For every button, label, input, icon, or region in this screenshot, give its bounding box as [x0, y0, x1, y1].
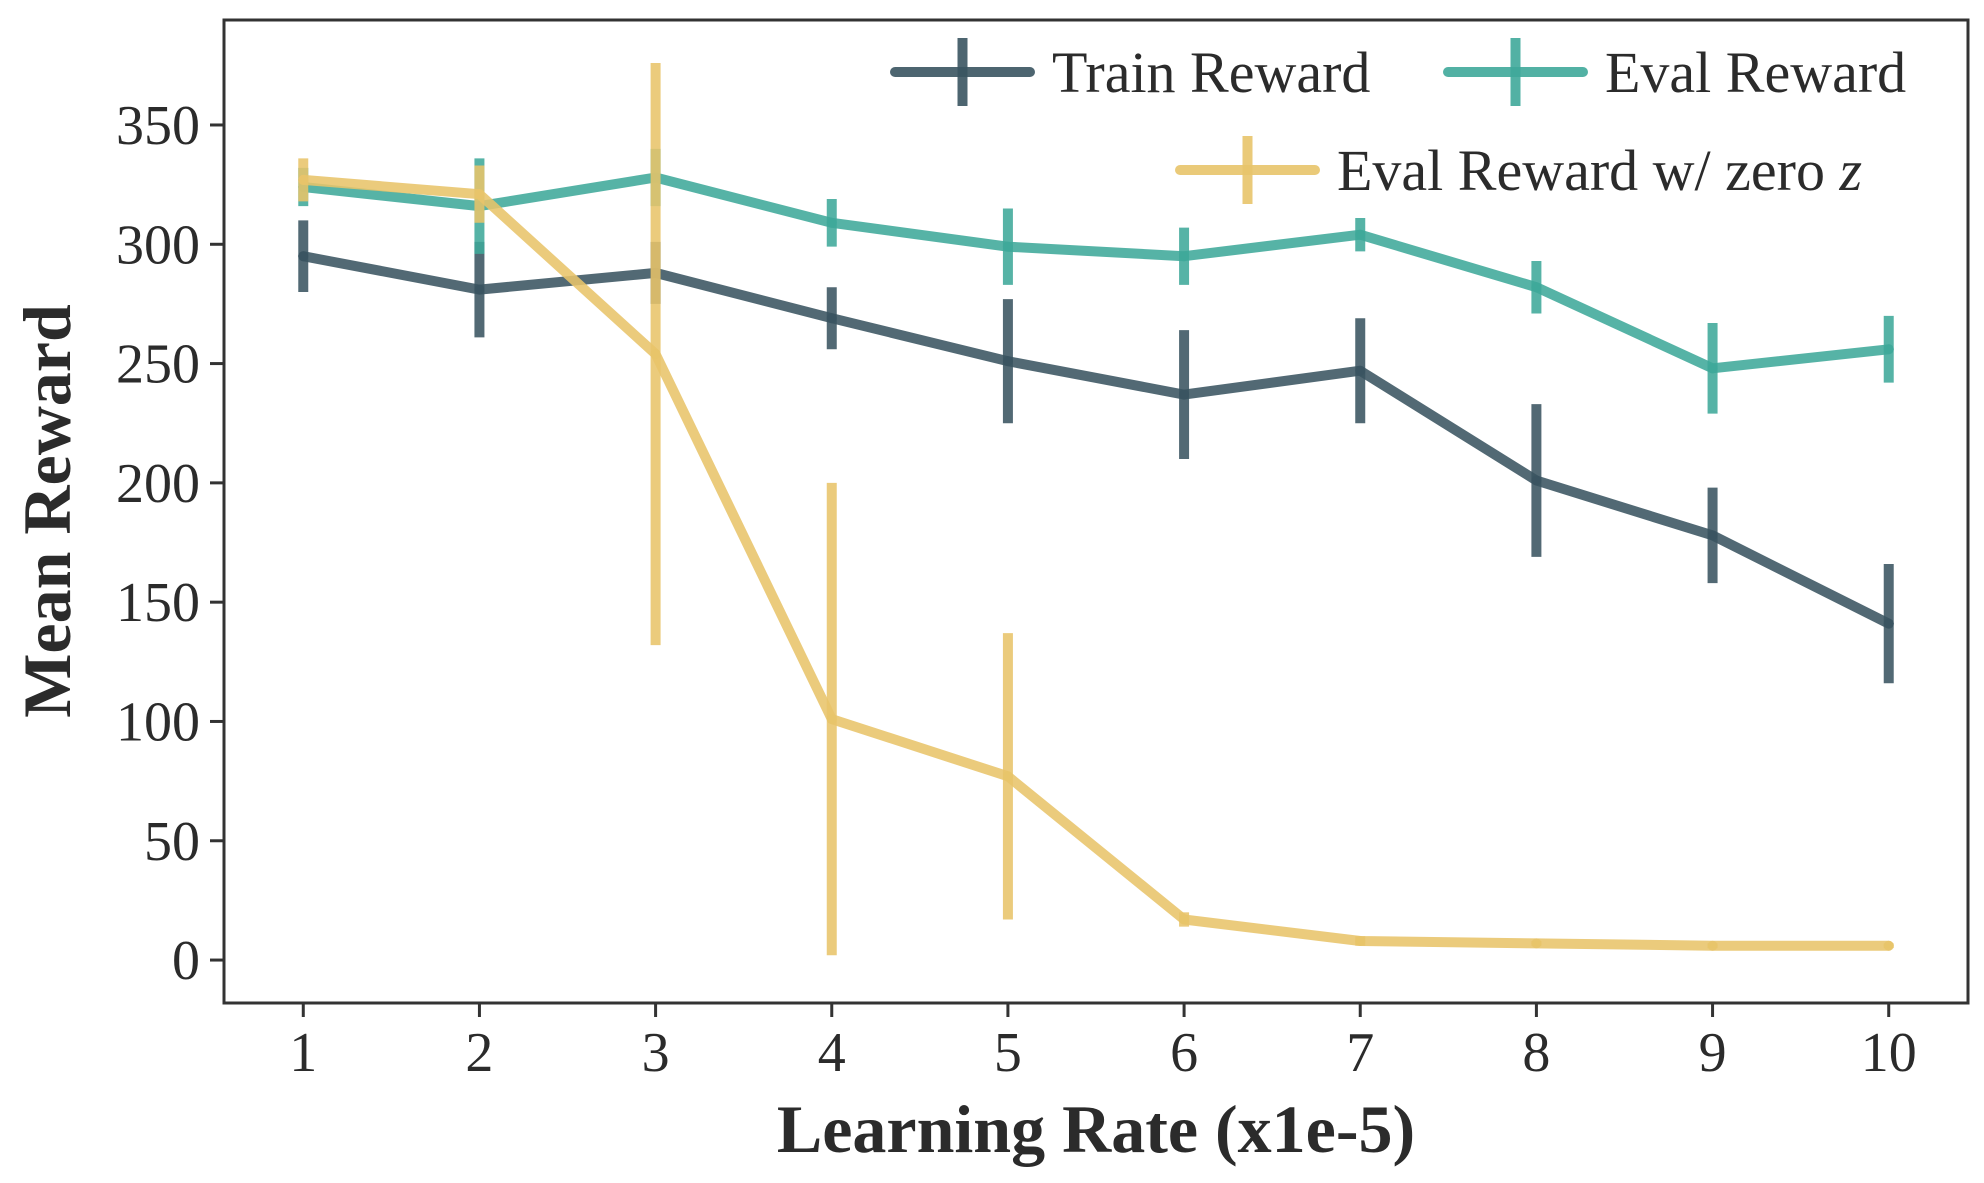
x-axis-title: Learning Rate (x1e-5): [777, 1091, 1415, 1167]
series-line: [298, 251, 1894, 629]
data-point: [826, 217, 837, 228]
y-tick-label: 100: [116, 691, 200, 753]
data-point: [826, 313, 837, 324]
series-1: [298, 220, 1894, 684]
data-point: [826, 714, 837, 725]
data-point: [1707, 363, 1718, 374]
series-line: [298, 172, 1894, 374]
data-point: [1002, 771, 1013, 782]
legend-label-text: Eval Reward w/ zero: [1337, 138, 1825, 203]
data-point: [1883, 618, 1894, 629]
legend-item-2: Eval Reward: [1443, 38, 1906, 106]
data-point: [1179, 251, 1190, 262]
y-axis-title: Mean Reward: [9, 304, 85, 718]
x-tick-label: 8: [1522, 1022, 1550, 1084]
legend: Train Reward Eval Reward Eval Reward w/ ze…: [890, 38, 1906, 204]
legend-label: Eval Reward: [1605, 40, 1906, 105]
plot-frame: [222, 18, 1970, 1005]
data-point: [1355, 935, 1366, 946]
data-point: [1179, 914, 1190, 925]
x-tick-label: 6: [1170, 1022, 1198, 1084]
x-tick-label: 1: [289, 1022, 317, 1084]
data-point: [1531, 282, 1542, 293]
data-point: [1355, 365, 1366, 376]
series-3: [298, 62, 1894, 956]
data-point: [1002, 241, 1013, 252]
y-tick-label: 50: [144, 811, 200, 873]
data-point: [1531, 475, 1542, 486]
legend-label: Eval Reward w/ zero z: [1337, 138, 1862, 203]
y-tick-label: 350: [116, 95, 200, 157]
data-point: [1883, 940, 1894, 951]
legend-label-text: Train Reward: [1052, 40, 1370, 105]
data-point: [650, 349, 661, 360]
legend-label-text: Eval Reward: [1605, 40, 1906, 105]
y-tick-label: 200: [116, 453, 200, 515]
y-tick-label: 0: [172, 930, 200, 992]
x-tick-label: 5: [994, 1022, 1022, 1084]
series-layer: [298, 62, 1894, 956]
x-tick-label: 3: [642, 1022, 670, 1084]
y-tick-label: 300: [116, 214, 200, 276]
data-point: [298, 251, 309, 262]
x-tick-label: 10: [1861, 1022, 1917, 1084]
legend-label-symbol: z: [1838, 138, 1862, 203]
y-tick-label: 150: [116, 572, 200, 634]
legend-item-3: Eval Reward w/ zero z: [1175, 136, 1862, 204]
x-tick-label: 2: [465, 1022, 493, 1084]
legend-item-1: Train Reward: [890, 38, 1370, 106]
x-tick-label: 9: [1699, 1022, 1727, 1084]
x-tick-label: 7: [1346, 1022, 1374, 1084]
data-point: [474, 284, 485, 295]
data-point: [1883, 344, 1894, 355]
y-tick-label: 250: [116, 334, 200, 396]
series-line: [298, 174, 1894, 951]
data-point: [298, 174, 309, 185]
x-tick-label: 4: [818, 1022, 846, 1084]
data-point: [1531, 938, 1542, 949]
data-point: [1707, 530, 1718, 541]
legend-label: Train Reward: [1052, 40, 1370, 105]
data-point: [1355, 229, 1366, 240]
data-point: [1179, 389, 1190, 400]
data-point: [474, 189, 485, 200]
data-point: [1002, 356, 1013, 367]
data-point: [1707, 940, 1718, 951]
